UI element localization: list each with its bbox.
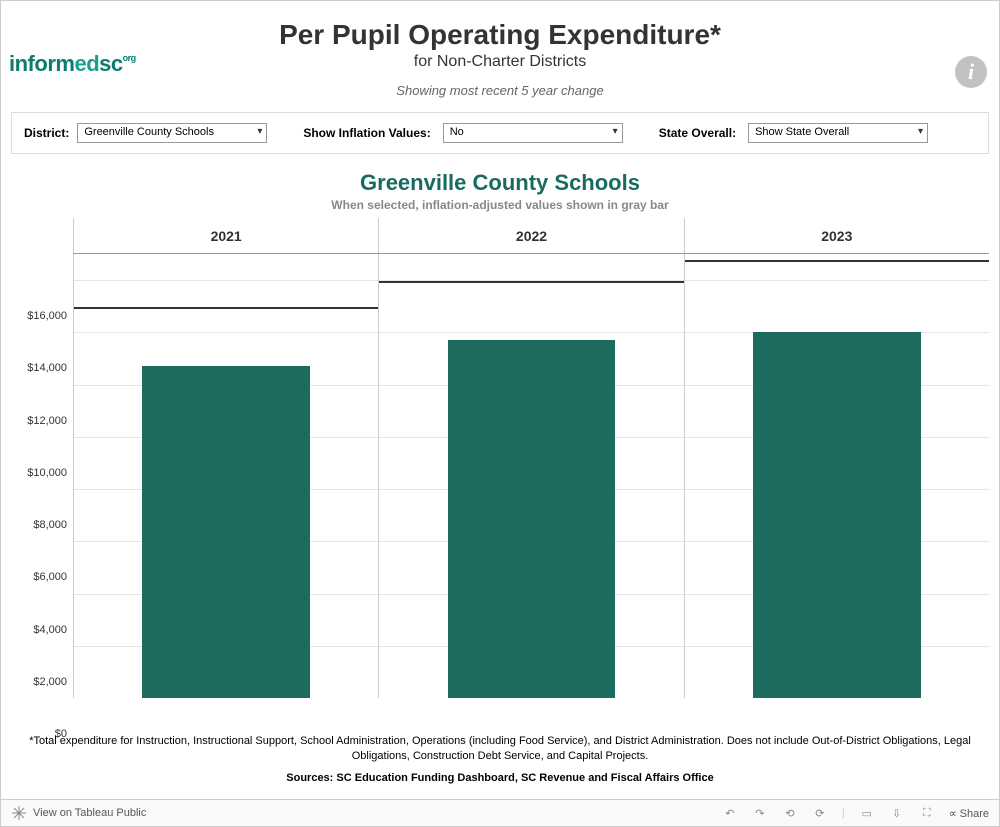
- district-bar[interactable]: [448, 340, 615, 698]
- footnote-text: *Total expenditure for Instruction, Inst…: [13, 734, 987, 765]
- year-header: 2023: [684, 218, 989, 253]
- share-icon: ∝: [949, 808, 957, 820]
- chart-panel: Greenville County Schools When selected,…: [11, 162, 989, 698]
- chart-column: [684, 254, 989, 698]
- chart-column: [378, 254, 683, 698]
- state-overall-dropdown[interactable]: Show State Overall: [748, 123, 928, 143]
- revert-icon[interactable]: ⟲: [782, 805, 798, 821]
- state-overall-line[interactable]: [74, 307, 378, 309]
- chart-area: 202120222023 $0$2,000$4,000$6,000$8,000$…: [11, 218, 989, 698]
- y-tick-label: $6,000: [33, 571, 67, 583]
- fullscreen-icon[interactable]: ⛶: [919, 805, 935, 821]
- share-label: Share: [960, 808, 989, 820]
- state-overall-line[interactable]: [379, 281, 683, 283]
- sources-text: Sources: SC Education Funding Dashboard,…: [13, 771, 987, 786]
- share-button[interactable]: ∝ Share: [949, 807, 989, 820]
- tableau-logo-icon: [11, 805, 27, 821]
- state-value: Show State Overall: [755, 126, 849, 138]
- brand-logo: informedscorg: [9, 51, 136, 77]
- tableau-toolbar: View on Tableau Public ↶ ↷ ⟲ ⟳ | ▭ ⇩ ⛶ ∝…: [1, 799, 999, 826]
- district-label: District:: [24, 126, 69, 140]
- view-on-tableau-button[interactable]: View on Tableau Public: [11, 805, 146, 821]
- year-header: 2022: [378, 218, 683, 253]
- year-header: 2021: [73, 218, 378, 253]
- inflation-label: Show Inflation Values:: [303, 126, 430, 140]
- refresh-icon[interactable]: ⟳: [812, 805, 828, 821]
- y-tick-label: $10,000: [27, 467, 67, 479]
- district-bar[interactable]: [753, 332, 920, 698]
- device-icon[interactable]: ▭: [859, 805, 875, 821]
- view-on-tableau-label: View on Tableau Public: [33, 807, 146, 819]
- logo-part-ed: ed: [74, 51, 99, 76]
- chart-note: When selected, inflation-adjusted values…: [11, 198, 989, 218]
- toolbar-separator: |: [842, 807, 845, 819]
- district-bar[interactable]: [142, 366, 309, 698]
- title-block: Per Pupil Operating Expenditure* for Non…: [1, 1, 999, 98]
- year-headers: 202120222023: [73, 218, 989, 254]
- y-tick-label: $14,000: [27, 362, 67, 374]
- chart-title: Greenville County Schools: [11, 162, 989, 198]
- filter-controls: District: Greenville County Schools Show…: [11, 112, 989, 154]
- plot-area: [73, 254, 989, 698]
- page-subtitle: for Non-Charter Districts: [1, 53, 999, 71]
- info-icon[interactable]: i: [955, 56, 987, 88]
- undo-icon[interactable]: ↶: [722, 805, 738, 821]
- y-tick-label: $4,000: [33, 624, 67, 636]
- inflation-dropdown[interactable]: No: [443, 123, 623, 143]
- inflation-value: No: [450, 126, 464, 138]
- logo-suffix: org: [123, 53, 136, 63]
- logo-part-inform: inform: [9, 51, 74, 76]
- logo-part-sc: sc: [99, 51, 122, 76]
- download-icon[interactable]: ⇩: [889, 805, 905, 821]
- redo-icon[interactable]: ↷: [752, 805, 768, 821]
- state-overall-label: State Overall:: [659, 126, 736, 140]
- y-tick-label: $2,000: [33, 676, 67, 688]
- chart-column: [73, 254, 378, 698]
- page-title: Per Pupil Operating Expenditure*: [1, 19, 999, 51]
- district-dropdown[interactable]: Greenville County Schools: [77, 123, 267, 143]
- y-tick-label: $8,000: [33, 519, 67, 531]
- y-axis: $0$2,000$4,000$6,000$8,000$10,000$12,000…: [11, 254, 73, 698]
- district-value: Greenville County Schools: [84, 126, 214, 138]
- state-overall-line[interactable]: [685, 260, 989, 262]
- y-tick-label: $12,000: [27, 415, 67, 427]
- y-tick-label: $16,000: [27, 310, 67, 322]
- page-description: Showing most recent 5 year change: [1, 83, 999, 98]
- footnote: *Total expenditure for Instruction, Inst…: [13, 734, 987, 786]
